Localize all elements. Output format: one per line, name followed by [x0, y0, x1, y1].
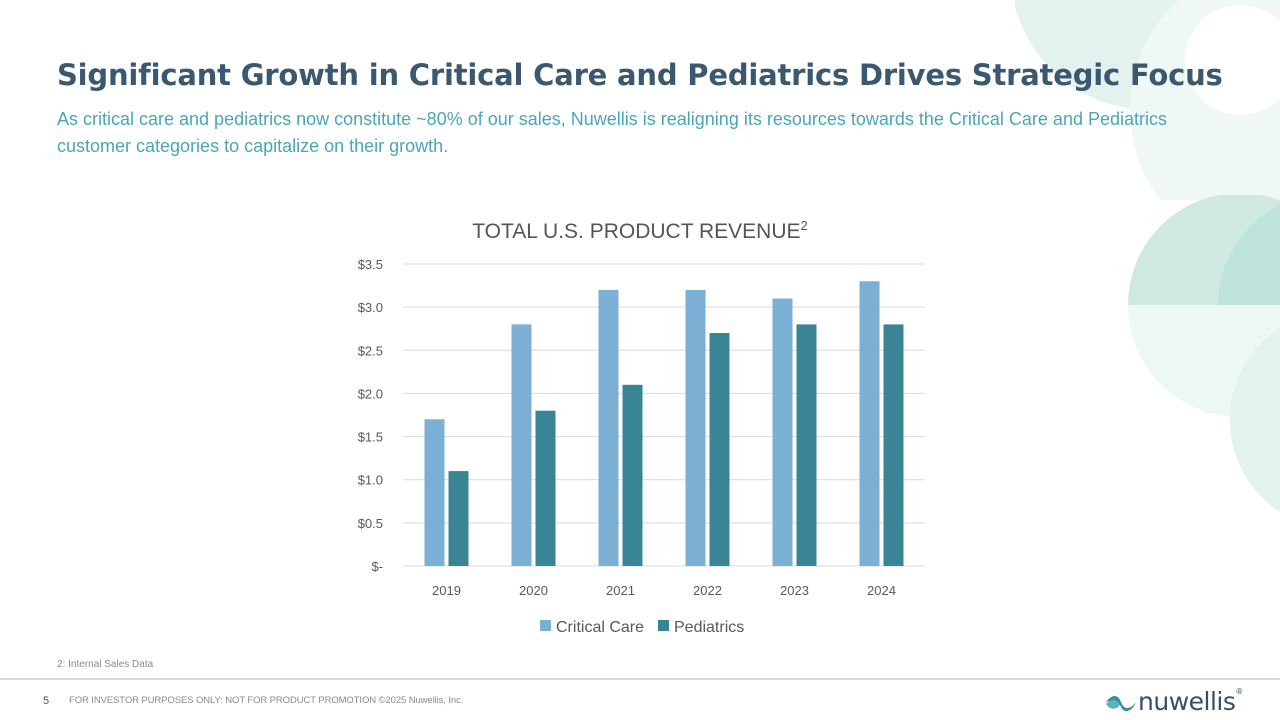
legend-swatch: [658, 620, 669, 631]
y-tick-label: $2.5: [358, 343, 383, 358]
bar-pediatrics-2020: [535, 410, 556, 566]
logo-wordmark-text: nuwellis: [1138, 687, 1236, 716]
slide-title: Significant Growth in Critical Care and …: [57, 58, 1223, 92]
y-tick-label: $1.0: [358, 473, 383, 488]
bar-critical-care-2024: [859, 281, 880, 566]
y-tick-label: $-: [371, 559, 383, 574]
slide-subtitle: As critical care and pediatrics now cons…: [57, 109, 1167, 156]
footnote: 2: Internal Sales Data: [57, 659, 154, 670]
logo-registered-mark: ®: [1235, 687, 1243, 696]
x-tick-label: 2023: [780, 583, 809, 598]
nuwellis-logo: nuwellis®: [1104, 687, 1243, 716]
y-tick-label: $3.5: [358, 257, 383, 272]
bar-critical-care-2021: [598, 289, 619, 566]
footer-divider: [0, 678, 1280, 680]
logo-wordmark: nuwellis®: [1138, 687, 1243, 716]
y-tick-label: $3.0: [358, 300, 383, 315]
page-number: 5: [43, 695, 50, 707]
y-tick-label: $0.5: [358, 516, 383, 531]
bar-pediatrics-2024: [883, 324, 904, 566]
bar-pediatrics-2022: [709, 333, 730, 566]
x-axis-labels: 2019 2020 2021 2022 2023 2024: [432, 583, 896, 598]
chart-title: TOTAL U.S. PRODUCT REVENUE2: [472, 218, 808, 243]
bar-critical-care-2019: [424, 419, 445, 566]
x-tick-label: 2024: [867, 583, 896, 598]
legend-label: Pediatrics: [674, 619, 744, 636]
chart-legend: Critical Care Pediatrics: [540, 619, 744, 636]
y-axis-labels: $- $0.5 $1.0 $1.5 $2.0 $2.5 $3.0 $3.5: [358, 257, 383, 574]
footer-disclaimer: FOR INVESTOR PURPOSES ONLY: NOT FOR PROD…: [69, 695, 464, 706]
bar-pediatrics-2023: [796, 324, 817, 566]
chart-gridlines: [403, 263, 925, 567]
y-tick-label: $2.0: [358, 386, 383, 401]
bar-critical-care-2022: [685, 289, 706, 566]
chart-title-superscript: 2: [801, 218, 808, 233]
bar-critical-care-2023: [772, 298, 793, 566]
bar-pediatrics-2019: [448, 471, 469, 566]
chart-title-text: TOTAL U.S. PRODUCT REVENUE: [472, 220, 800, 243]
bar-pediatrics-2021: [622, 384, 643, 566]
nuwellis-wave-icon: [1106, 696, 1136, 712]
x-tick-label: 2019: [432, 583, 461, 598]
y-tick-label: $1.5: [358, 430, 383, 445]
x-tick-label: 2020: [519, 583, 548, 598]
legend-label: Critical Care: [556, 619, 644, 636]
x-tick-label: 2021: [606, 583, 635, 598]
x-tick-label: 2022: [693, 583, 722, 598]
bar-critical-care-2020: [511, 324, 532, 566]
chart-bars: [424, 281, 904, 566]
legend-swatch: [540, 620, 551, 631]
